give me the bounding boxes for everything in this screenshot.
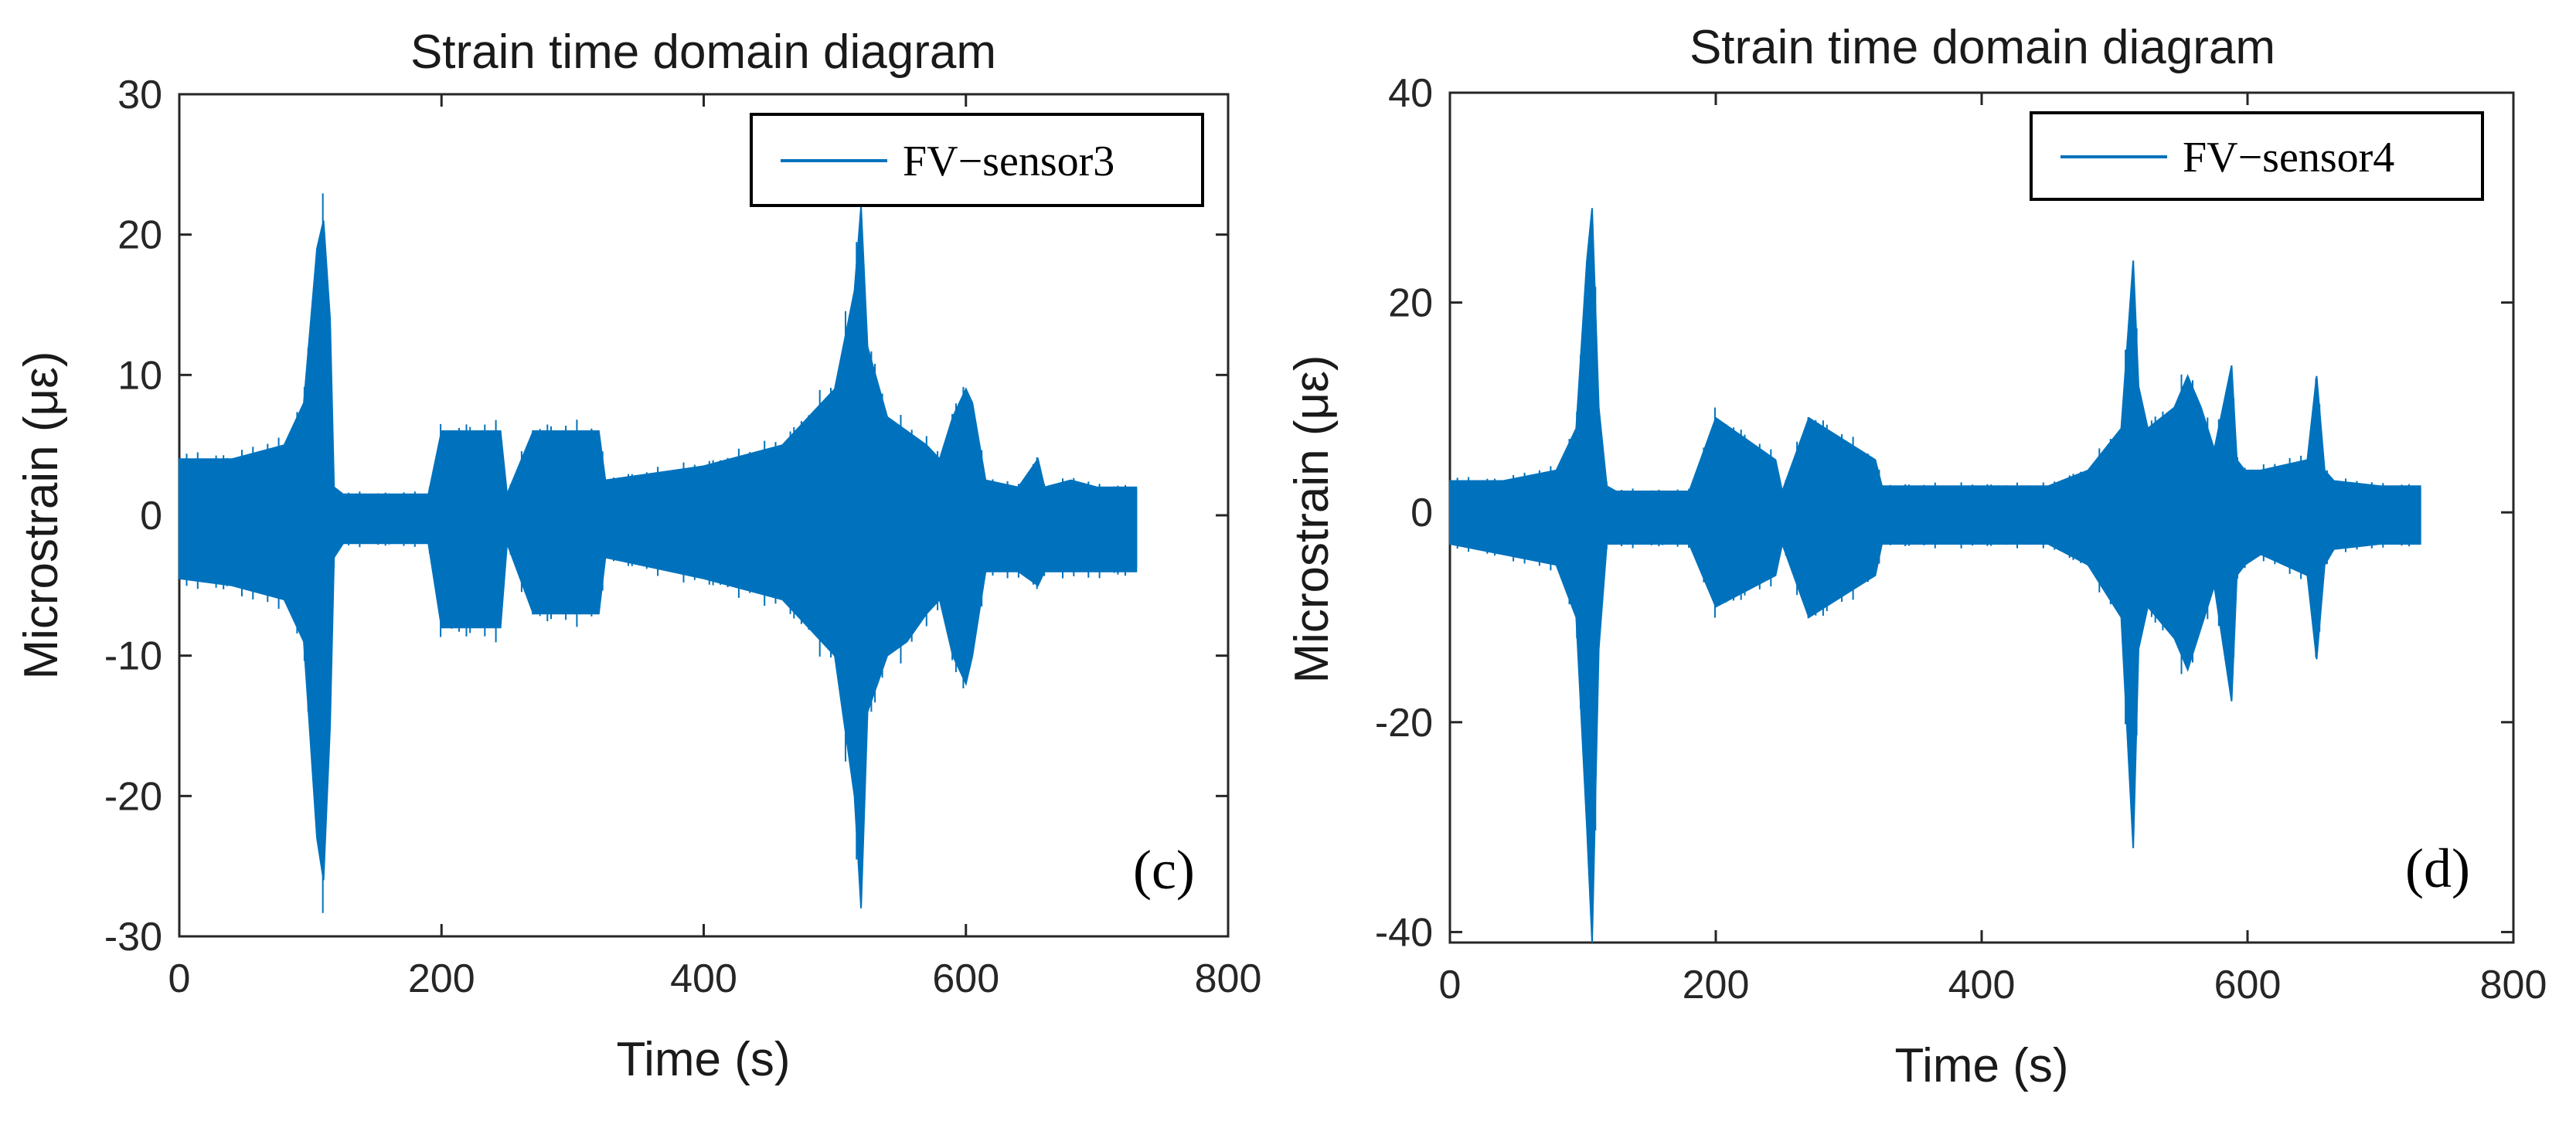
x-tick-label: 0 — [1439, 963, 1462, 1007]
y-axis-label-d: Microstrain (με) — [1285, 355, 1339, 683]
y-tick-label: -40 — [1375, 910, 1433, 955]
x-axis-label-c: Time (s) — [617, 1033, 791, 1086]
x-tick-label: 400 — [1948, 963, 2016, 1007]
y-tick-label: -30 — [104, 915, 162, 960]
x-tick-label: 800 — [1195, 956, 1262, 1001]
x-tick-label: 600 — [2214, 963, 2282, 1007]
chart-title-c: Strain time domain diagram — [410, 25, 996, 79]
x-tick-label: 800 — [2480, 963, 2547, 1007]
x-tick-label: 400 — [670, 956, 737, 1001]
legend-label-d: FV−sensor4 — [2183, 134, 2394, 182]
chart-panel-d: Strain time domain diagram 40 20 0 -20 -… — [1285, 21, 2547, 1092]
x-tick-label: 200 — [408, 956, 475, 1001]
chart-title-d: Strain time domain diagram — [1690, 21, 2275, 74]
chart-panel-c: Strain time domain diagram 30 20 10 0 -1… — [15, 25, 1261, 1086]
x-tick-label: 0 — [168, 956, 191, 1001]
y-tick-label: -20 — [1375, 701, 1433, 746]
y-axis-label-c: Microstrain (με) — [15, 351, 68, 679]
x-axis-label-d: Time (s) — [1895, 1039, 2069, 1092]
y-tick-label: 20 — [1388, 281, 1433, 326]
x-tick-label: 600 — [932, 956, 999, 1001]
panel-label-d: (d) — [2405, 837, 2470, 899]
series-group-c — [179, 193, 1138, 913]
y-tick-label: 30 — [117, 73, 162, 117]
legend-d: FV−sensor4 — [2030, 111, 2484, 201]
series-group-d — [1449, 208, 2421, 943]
legend-c: FV−sensor3 — [750, 113, 1204, 207]
y-tick-label: 40 — [1388, 71, 1433, 116]
y-tick-label: 10 — [117, 353, 162, 398]
legend-label-c: FV−sensor3 — [903, 138, 1114, 185]
y-tick-label: -20 — [104, 774, 162, 819]
y-tick-label: -10 — [104, 634, 162, 679]
x-tick-label: 200 — [1683, 963, 1750, 1007]
y-tick-label: 0 — [1411, 491, 1433, 535]
y-tick-label: 20 — [117, 213, 162, 258]
panel-label-c: (c) — [1133, 839, 1195, 901]
y-tick-label: 0 — [140, 494, 162, 538]
